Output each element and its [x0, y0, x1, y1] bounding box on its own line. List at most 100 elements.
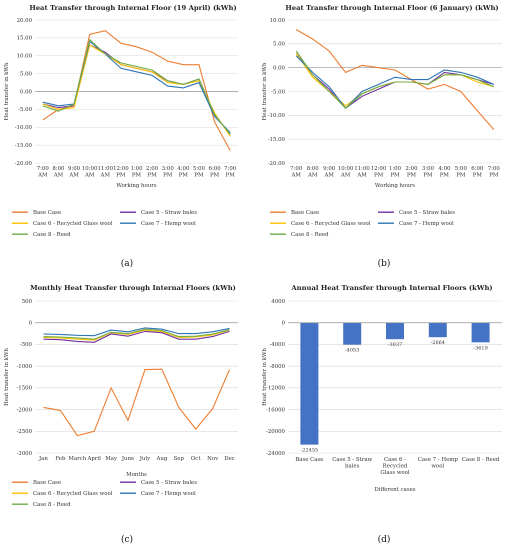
x-tick-period: PM	[489, 173, 499, 179]
y-tick-label: 0.00	[20, 89, 33, 95]
series-line-2	[43, 330, 230, 343]
y-tick-label: -24000	[266, 451, 286, 457]
x-tick-line: Case 8 - Reed	[462, 457, 500, 463]
y-tick-label: -20.00	[15, 161, 33, 167]
y-tick-label: 0	[29, 321, 33, 327]
legend-entry: Case 7 - Hemp wool	[141, 221, 196, 227]
x-tick-label: 5:00 PM	[193, 166, 206, 179]
x-tick-line: Case 6 -	[384, 457, 406, 463]
x-tick-label: 4:00 PM	[177, 166, 190, 179]
y-tick-label: 20.00	[17, 18, 33, 24]
y-tick-label: -10.00	[268, 113, 286, 119]
x-tick-line: Base Case	[295, 457, 323, 463]
y-tick-label: -2500	[16, 429, 32, 435]
series-line-5	[43, 328, 230, 340]
series-line-3	[43, 329, 230, 341]
x-tick-period: PM	[423, 173, 433, 179]
x-tick-period: AM	[307, 173, 318, 179]
x-tick-time: 9:00	[323, 166, 336, 172]
x-tick-time: 2:00	[146, 166, 159, 172]
series-line-4	[295, 55, 495, 110]
chart-panel-b: Heat Transfer through Internal Floor (6 …	[262, 4, 502, 269]
legend-entry: Case 6 - Recycled Glass wool	[291, 221, 371, 227]
y-tick-label: 0	[282, 321, 286, 327]
bar	[300, 322, 319, 445]
x-tick-period: PM	[148, 173, 158, 179]
y-tick-label: 0.00	[273, 65, 286, 71]
y-tick-label: -4000	[269, 342, 285, 348]
x-tick-label: 2:00 PM	[146, 166, 159, 179]
x-tick-period: AM	[68, 173, 79, 179]
panel-caption: (a)	[121, 258, 133, 269]
x-tick-time: 7:00	[290, 166, 303, 172]
bar	[428, 322, 447, 338]
x-tick-label: May	[105, 456, 118, 462]
chart-title: Heat Transfer through Internal Floor (19…	[29, 4, 236, 12]
y-tick-label: -3000	[16, 451, 32, 457]
x-tick-label: 3:00 PM	[422, 166, 435, 179]
legend-entry: Case 5 - Straw bales	[399, 210, 455, 216]
x-tick-label: 9:00 AM	[68, 166, 81, 179]
y-tick-label: -500	[20, 342, 33, 348]
x-tick-label: 11:00 AM	[97, 166, 113, 179]
x-tick-period: PM	[116, 173, 126, 179]
y-tick-label: 10.00	[17, 54, 33, 60]
x-tick-label: Jan	[38, 456, 48, 462]
x-tick-time: 7:00	[224, 166, 237, 172]
y-tick-label: 500	[22, 299, 33, 305]
x-tick-period: PM	[226, 173, 236, 179]
x-tick-label: 12:00 PM	[371, 166, 387, 179]
x-tick-label: Case 5 - Straw bales	[332, 457, 372, 470]
y-tick-label: -10.00	[15, 125, 33, 131]
legend-entry: Case 6 - Recycled Glass wool	[33, 221, 113, 227]
chart-title: Heat Transfer through Internal Floor (6 …	[285, 4, 498, 12]
x-tick-line: Case 5 - Straw	[332, 457, 372, 463]
x-tick-period: PM	[407, 173, 417, 179]
x-tick-period: AM	[323, 173, 334, 179]
x-tick-period: PM	[473, 173, 483, 179]
series-line-2	[295, 53, 494, 109]
bar	[343, 322, 362, 345]
x-tick-label: Nov	[207, 456, 219, 462]
x-tick-time: 11:00	[354, 166, 370, 172]
x-tick-label: July	[139, 456, 151, 462]
y-tick-label: -5.00	[18, 107, 32, 113]
x-tick-label: 2:00 PM	[405, 166, 418, 179]
y-tick-label: 4000	[271, 299, 285, 305]
x-tick-time: 1:00	[389, 166, 402, 172]
x-tick-label: 9:00 AM	[323, 166, 336, 179]
x-axis-label: Months	[126, 472, 147, 478]
x-tick-period: PM	[390, 173, 400, 179]
x-tick-label: Oct	[191, 456, 201, 462]
x-axis-label: Working hours	[375, 183, 415, 189]
y-tick-label: 5.00	[273, 42, 286, 48]
x-tick-label: 7:00 PM	[224, 166, 237, 179]
bar	[471, 322, 490, 343]
x-tick-label: Feb	[55, 456, 66, 462]
x-tick-label: Case 7 - Hemp wool	[418, 457, 459, 470]
x-tick-line: bales	[345, 464, 360, 470]
data-label: -22455	[301, 448, 319, 454]
x-tick-label: 3:00 PM	[162, 166, 175, 179]
legend-entry: Base Case	[33, 210, 61, 216]
x-tick-line: Case 7 - Hemp	[418, 457, 459, 463]
x-tick-period: PM	[179, 173, 189, 179]
series-line-5	[295, 50, 495, 109]
x-tick-label: Sep	[174, 456, 185, 462]
x-tick-label: March	[68, 456, 86, 462]
x-tick-label: Case 8 - Reed	[462, 457, 500, 463]
x-tick-line: Glass wool	[380, 470, 410, 476]
x-tick-period: AM	[340, 173, 351, 179]
legend-entry: Case 7 - Hemp wool	[141, 491, 196, 497]
y-tick-label: 10.00	[270, 18, 286, 24]
x-tick-period: PM	[210, 173, 220, 179]
y-tick-label: -12000	[266, 386, 286, 392]
x-axis-label: Working hours	[116, 183, 156, 189]
x-tick-label: June	[121, 456, 134, 462]
y-tick-label: -20000	[266, 429, 286, 435]
y-tick-label: -16000	[266, 407, 286, 413]
x-tick-period: AM	[291, 173, 302, 179]
x-tick-time: 12:00	[371, 166, 387, 172]
chart-title: Monthly Heat Transfer through Internal F…	[30, 284, 236, 292]
